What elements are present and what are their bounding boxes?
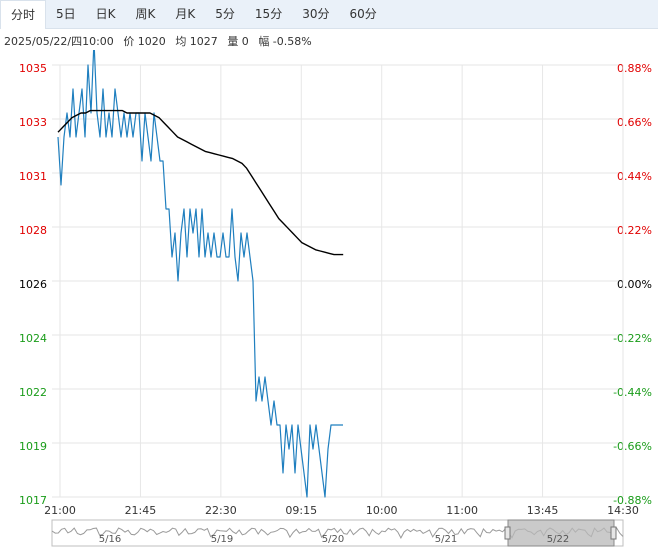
navigator-date-label: 5/22 (547, 534, 569, 545)
y-tick-label-right: 0.22% (617, 224, 652, 237)
y-tick-label-right: -0.88% (613, 494, 652, 507)
y-tick-label-left: 1019 (19, 440, 47, 453)
tab-5min[interactable]: 5分 (215, 7, 235, 21)
x-tick-label: 13:45 (527, 504, 559, 517)
tab-intraday[interactable]: 分时 (0, 0, 47, 29)
navigator-handle-right (610, 526, 617, 540)
y-tick-label-left: 1033 (19, 116, 47, 129)
y-tick-label-right: 0.66% (617, 116, 652, 129)
quote-average: 均 1027 (175, 35, 218, 48)
tab-weekly-k[interactable]: 周K (135, 7, 156, 21)
y-tick-label-left: 1022 (19, 386, 47, 399)
y-tick-label-left: 1031 (19, 170, 47, 183)
quote-datetime: 2025/05/22/四10:00 (4, 35, 114, 48)
navigator-date-label: 5/20 (322, 534, 344, 545)
y-tick-label-left: 1026 (19, 278, 47, 291)
x-tick-label: 11:00 (446, 504, 478, 517)
navigator-date-label: 5/16 (99, 534, 121, 545)
quote-info-bar: 2025/05/22/四10:00 价 1020 均 1027 量 0 幅 -0… (4, 33, 318, 49)
intraday-chart[interactable]: 1035 0.88% 1033 0.66% 1031 0.44% 1028 0.22% 1026… (0, 50, 658, 548)
price-line (57, 50, 343, 498)
navigator-date-label: 5/21 (435, 534, 457, 545)
y-tick-label-right: -0.22% (613, 332, 652, 345)
y-tick-label-right: 0.44% (617, 170, 652, 183)
tab-monthly-k[interactable]: 月K (175, 7, 196, 21)
navigator-handle-left (504, 526, 511, 540)
x-tick-label: 14:30 (607, 504, 639, 517)
x-tick-label: 22:30 (205, 504, 237, 517)
y-tick-label-left: 1028 (19, 224, 47, 237)
y-tick-label-right: 0.88% (617, 62, 652, 75)
quote-price: 价 1020 (123, 35, 166, 48)
y-tick-label-left: 1017 (19, 494, 47, 507)
x-tick-label: 21:45 (125, 504, 157, 517)
y-tick-label-right: -0.44% (613, 386, 652, 399)
tab-15min[interactable]: 15分 (254, 7, 283, 21)
tab-60min[interactable]: 60分 (349, 7, 377, 21)
x-tick-label: 09:15 (285, 504, 317, 517)
quote-volume: 量 0 (227, 35, 249, 48)
y-tick-label-right: 0.00% (617, 278, 652, 291)
average-line (57, 109, 344, 256)
tab-30min[interactable]: 30分 (302, 7, 330, 21)
tab-daily-k[interactable]: 日K (95, 7, 116, 21)
tab-5day[interactable]: 5日 (56, 7, 76, 21)
y-tick-label-right: -0.66% (613, 440, 652, 453)
period-tabs: 分时 5日 日K 周K 月K 5分 15分 30分 60分 (0, 0, 658, 29)
navigator-date-label: 5/19 (211, 534, 233, 545)
y-tick-label-left: 1035 (19, 62, 47, 75)
x-tick-label: 10:00 (366, 504, 398, 517)
navigator-selection-window (507, 519, 615, 547)
quote-change: 幅 -0.58% (258, 35, 312, 48)
y-tick-label-left: 1024 (19, 332, 47, 345)
x-tick-label: 21:00 (44, 504, 76, 517)
